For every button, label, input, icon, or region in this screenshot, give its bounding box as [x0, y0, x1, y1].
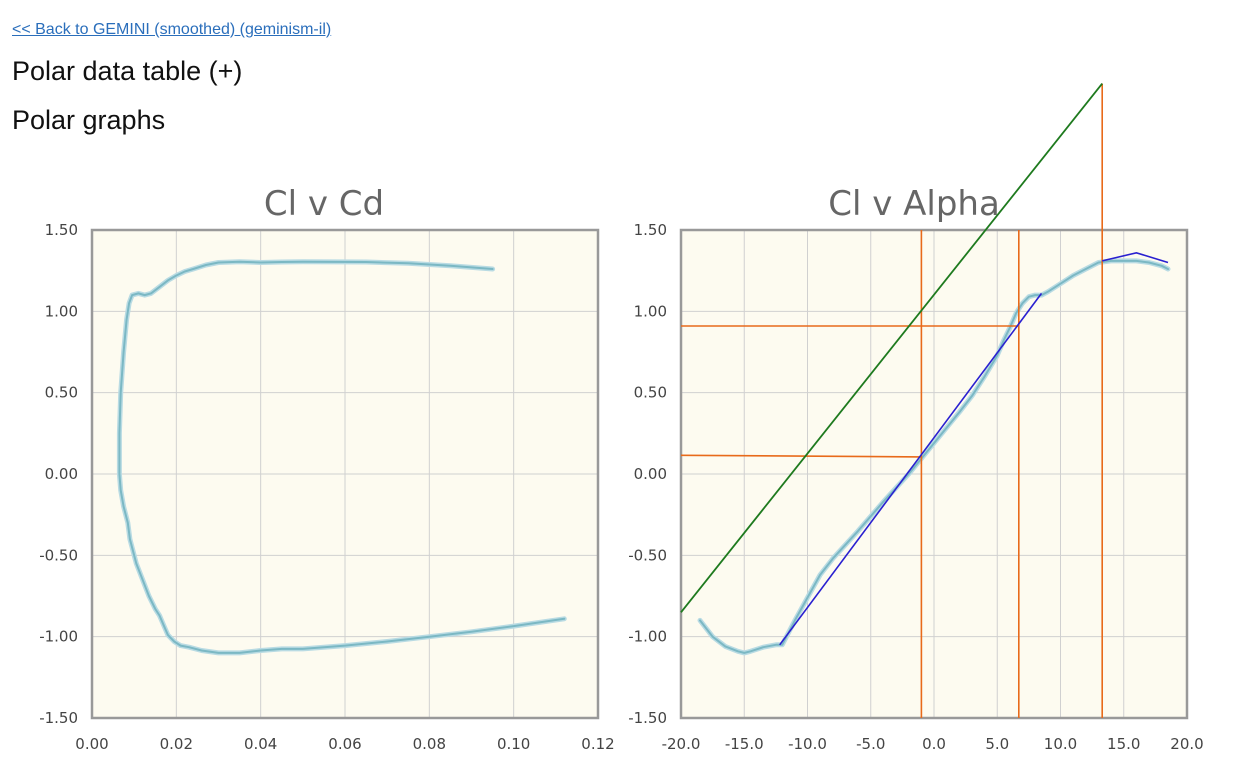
series-line — [699, 259, 1169, 654]
x-tick-label: 0.08 — [413, 735, 446, 753]
series-line — [118, 260, 566, 654]
y-tick-label: -1.00 — [628, 628, 667, 646]
y-tick-label: 0.50 — [45, 384, 78, 402]
plot-frame — [679, 228, 1189, 720]
y-tick-label: 0.50 — [634, 384, 667, 402]
x-tick-label: 0.10 — [497, 735, 530, 753]
chart-title: Cl v Alpha — [828, 184, 1000, 224]
x-tick-label: 15.0 — [1107, 735, 1140, 753]
x-tick-label: 0.0 — [922, 735, 946, 753]
x-tick-label: 0.12 — [581, 735, 614, 753]
x-tick-label: -5.0 — [856, 735, 885, 753]
y-tick-label: -1.00 — [39, 628, 78, 646]
y-tick-label: 0.00 — [634, 465, 667, 483]
annotation-green-line — [680, 83, 1103, 613]
y-tick-label: 1.00 — [45, 302, 78, 320]
x-tick-label: 0.04 — [244, 735, 277, 753]
y-tick-label: -0.50 — [628, 546, 667, 564]
y-tick-label: 1.50 — [45, 221, 78, 239]
plot-frame — [90, 228, 600, 720]
chart-1: Cl v Cd 0.00 0.02 0.04 0.06 0.08 0.10 0.12 1.50 1… — [39, 184, 615, 753]
annotation-blue-line — [1102, 251, 1169, 264]
y-tick-label: 0.00 — [45, 465, 78, 483]
x-tick-label: -10.0 — [788, 735, 827, 753]
x-tick-label: 10.0 — [1044, 735, 1077, 753]
x-tick-label: -15.0 — [725, 735, 764, 753]
chart-2: Cl v Alpha -20.0 -15.0 -10.0 -5.0 0.0 5.0 10.0 1… — [628, 83, 1204, 753]
y-tick-label: 1.50 — [634, 221, 667, 239]
y-tick-label: -1.50 — [628, 709, 667, 727]
polar-data-table-toggle[interactable]: Polar data table (+) — [12, 56, 243, 86]
x-tick-label: 5.0 — [985, 735, 1009, 753]
polar-graphs-heading: Polar graphs — [12, 105, 166, 135]
chart-title: Cl v Cd — [264, 184, 384, 224]
x-tick-label: 0.06 — [328, 735, 361, 753]
y-tick-label: -1.50 — [39, 709, 78, 727]
annotation-blue-line — [779, 292, 1043, 646]
x-tick-label: 20.0 — [1170, 735, 1203, 753]
x-tick-label: 0.02 — [160, 735, 193, 753]
annotation-orange-line — [680, 454, 922, 458]
y-tick-label: -0.50 — [39, 546, 78, 564]
back-link[interactable]: << Back to GEMINI (smoothed) (geminism-i… — [12, 21, 332, 38]
x-tick-label: 0.00 — [75, 735, 108, 753]
y-tick-label: 1.00 — [634, 302, 667, 320]
x-tick-label: -20.0 — [662, 735, 701, 753]
